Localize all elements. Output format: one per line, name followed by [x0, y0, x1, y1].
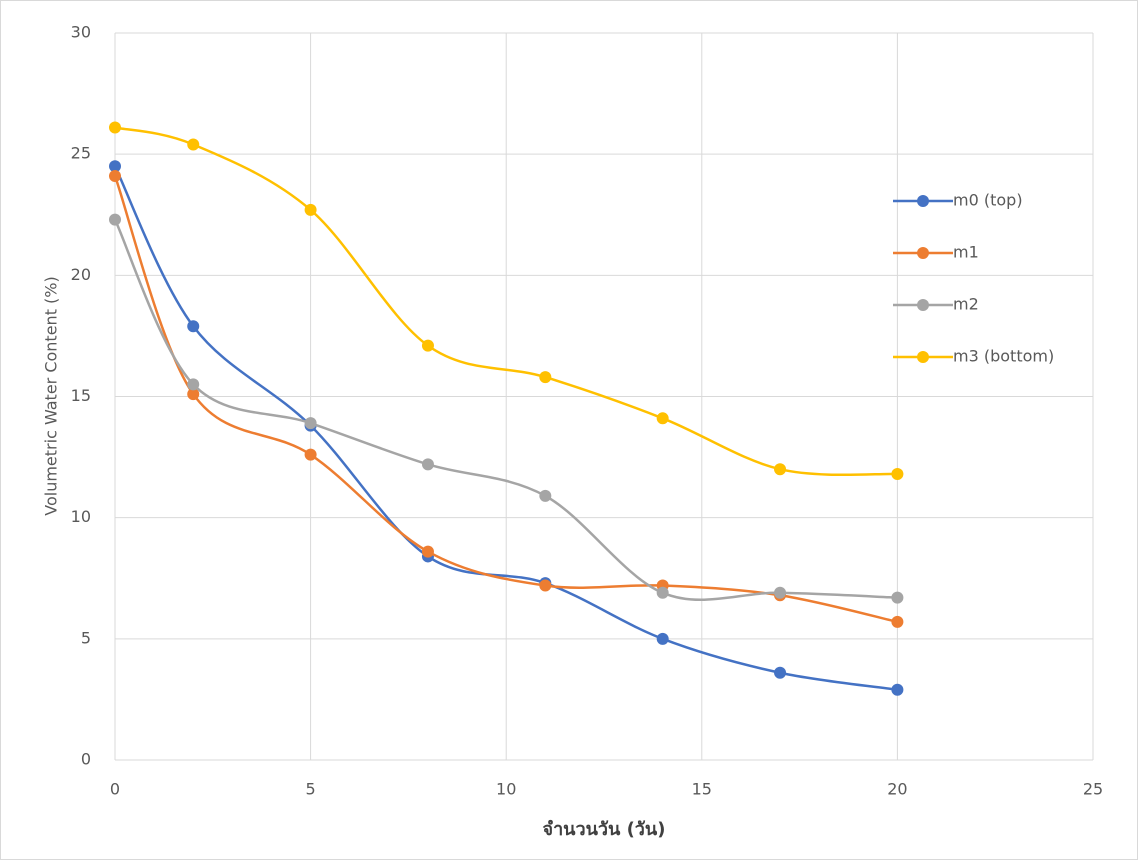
legend-label: m0 (top) [953, 191, 1023, 210]
data-point [187, 378, 200, 391]
x-tick-label: 10 [496, 780, 516, 799]
y-tick-label: 15 [71, 386, 91, 405]
data-point [421, 339, 434, 352]
data-point [187, 138, 200, 151]
legend-marker [917, 351, 929, 363]
x-tick-label: 15 [692, 780, 712, 799]
x-axis-label: จำนวนวัน (วัน) [543, 819, 666, 840]
data-point [774, 586, 787, 599]
data-point [891, 683, 904, 696]
data-point [109, 213, 121, 226]
y-tick-label: 30 [71, 23, 91, 42]
y-tick-label: 20 [71, 265, 91, 284]
data-point [656, 412, 669, 425]
data-point [539, 579, 552, 592]
data-point [539, 371, 552, 384]
y-tick-label: 5 [81, 628, 91, 647]
data-point [656, 586, 669, 599]
y-tick-label: 0 [81, 750, 91, 769]
y-tick-label: 10 [71, 507, 91, 526]
x-tick-label: 20 [887, 780, 907, 799]
y-tick-label: 25 [71, 144, 91, 163]
data-point [774, 463, 787, 476]
x-tick-label: 0 [110, 780, 120, 799]
data-point [891, 591, 904, 604]
legend-marker [917, 195, 929, 207]
legend-label: m3 (bottom) [953, 347, 1054, 366]
y-axis-label: Volumetric Water Content (%) [42, 276, 61, 515]
data-point [304, 417, 317, 430]
data-point [304, 203, 317, 216]
data-point [891, 615, 904, 628]
legend-label: m1 [953, 243, 979, 262]
x-tick-label: 5 [306, 780, 316, 799]
data-point [187, 320, 200, 333]
data-point [187, 388, 200, 401]
data-point [891, 468, 904, 481]
data-point [774, 666, 787, 679]
data-point [304, 448, 317, 461]
data-point [539, 489, 552, 502]
series-line [114, 126, 898, 477]
data-point [421, 458, 434, 471]
legend-label: m2 [953, 295, 979, 314]
data-point [421, 545, 434, 558]
data-point [109, 160, 121, 173]
data-point [656, 632, 669, 645]
data-point [109, 121, 121, 134]
data-point [109, 169, 121, 182]
x-tick-label: 25 [1083, 780, 1103, 799]
legend-marker [917, 247, 929, 259]
legend-marker [917, 299, 929, 311]
